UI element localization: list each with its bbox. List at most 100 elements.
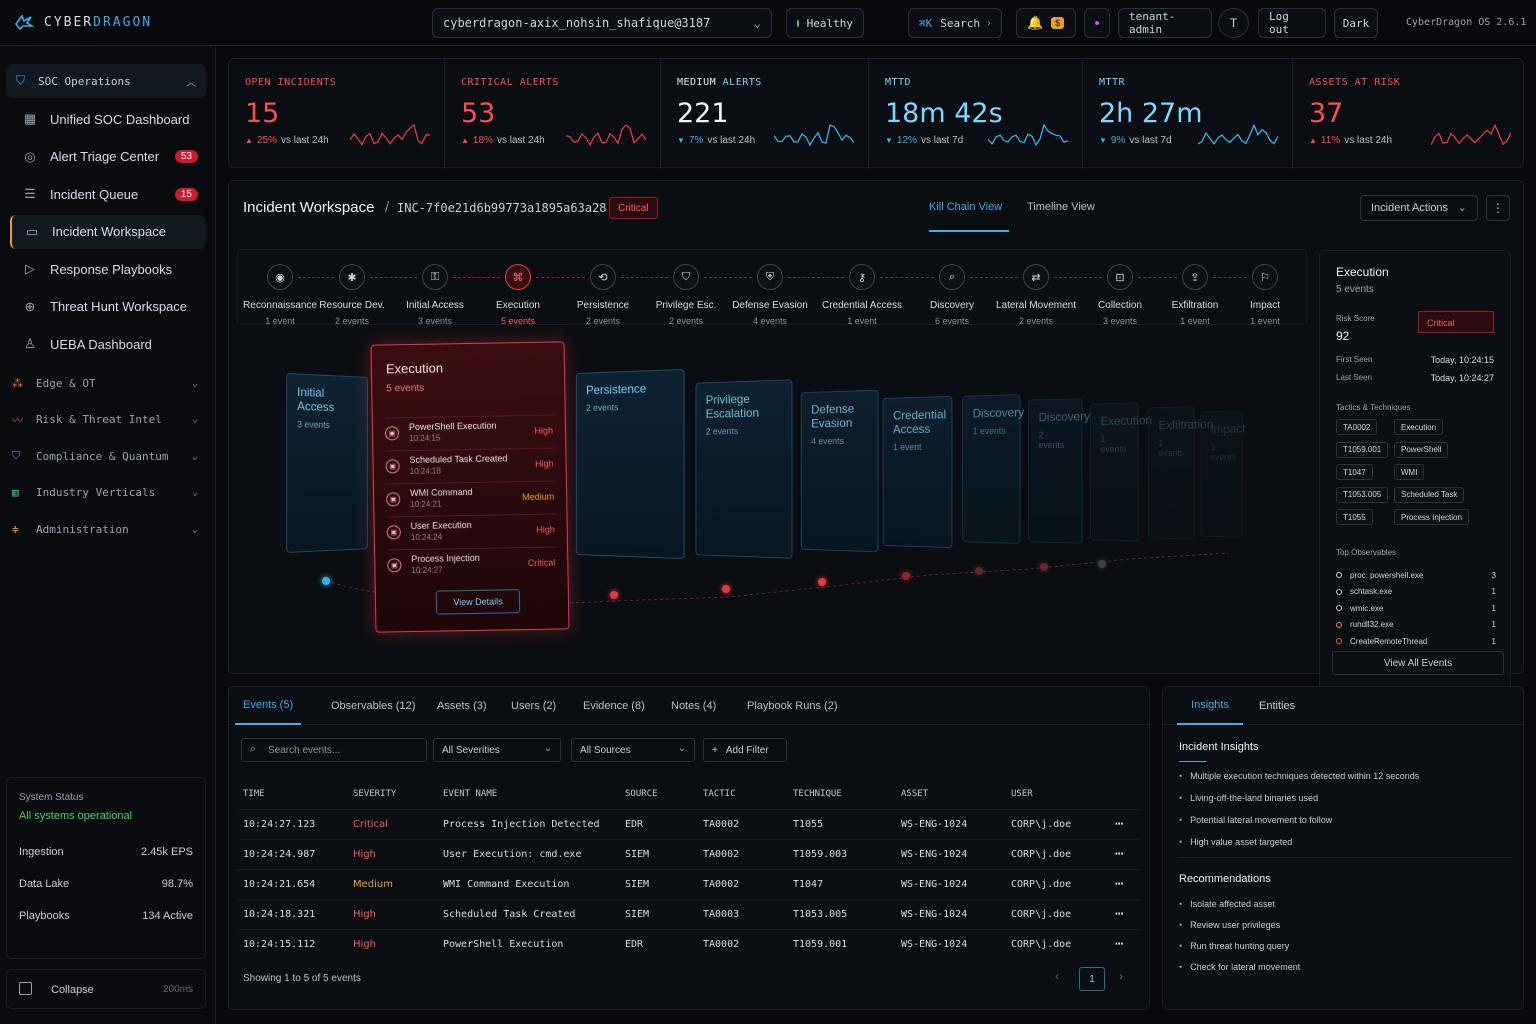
recommendation-item[interactable]: Review user privileges <box>1179 920 1280 930</box>
sidebar-item-response-playbooks[interactable]: ▷ Response Playbooks <box>10 252 206 286</box>
tab-events[interactable]: Events (5) <box>235 687 301 725</box>
column-header[interactable]: EVENT NAME <box>443 789 497 799</box>
sidebar-group-risk-threat-intel[interactable]: 〰 Risk & Threat Intel ⌄ <box>12 405 206 435</box>
chain-card-exfiltration[interactable]: Exfiltration 1 events <box>1148 406 1195 539</box>
stage-execution[interactable]: ⌘ Execution 5 events <box>476 264 560 326</box>
sidebar-item-threat-hunt-workspace[interactable]: ⊕ Threat Hunt Workspace <box>10 290 206 324</box>
theme-toggle[interactable]: Dark <box>1334 8 1378 38</box>
observable-row[interactable]: wmic.exe 1 <box>1336 600 1496 616</box>
collapse-button[interactable]: Collapse 200ms <box>6 969 206 1009</box>
chain-card-privilege-escalation[interactable]: Privilege Escalation 2 events <box>695 379 792 559</box>
severity-filter[interactable]: All Severities ⌄ <box>433 738 561 762</box>
column-header[interactable]: SOURCE <box>625 789 658 799</box>
section-soc-operations[interactable]: ⛉ SOC Operations ︿ <box>6 64 206 98</box>
stage-privilege-esc-[interactable]: ⛉ Privilege Esc. 2 events <box>644 264 728 326</box>
technique-chip[interactable]: T1047 <box>1336 464 1373 480</box>
column-header[interactable]: TIME <box>243 789 265 799</box>
tab-entities[interactable]: Entities <box>1259 687 1295 725</box>
kpi-card[interactable]: MTTR 2h 27m ▼ 9% vs last 7d <box>1083 59 1293 169</box>
dragon-logo-icon[interactable] <box>14 12 34 32</box>
table-row[interactable]: 10:24:21.654 Medium WMI Command Execution S… <box>237 869 1141 899</box>
search-events-input[interactable]: ⌕ Search events... <box>241 738 427 762</box>
tab-evidence[interactable]: Evidence (8) <box>583 687 645 725</box>
next-page-button[interactable]: › <box>1119 969 1123 983</box>
avatar[interactable]: T <box>1218 8 1249 38</box>
chain-card-discovery[interactable]: Discovery 2 events <box>1028 398 1082 544</box>
chain-card-persistence[interactable]: Persistence 2 events <box>576 369 685 559</box>
column-header[interactable]: SEVERITY <box>353 789 396 799</box>
chain-card-execution[interactable]: Execution 1 events <box>1090 402 1139 541</box>
view-all-events-button[interactable]: View All Events <box>1332 651 1504 675</box>
row-more-icon[interactable]: ⋯ <box>1115 846 1123 862</box>
technique-chip[interactable]: TA0002 <box>1336 419 1377 435</box>
kpi-card[interactable]: OPEN INCIDENTS 15 ▲ 25% vs last 24h <box>229 59 445 169</box>
tactic-chip[interactable]: Execution <box>1394 419 1443 435</box>
tab-playbook-runs[interactable]: Playbook Runs (2) <box>747 687 838 725</box>
tenant-selector[interactable]: cyberdragon-axix_nohsin_shafique@3187 ⌄ <box>432 8 772 38</box>
sidebar-group-administration[interactable]: ≑ Administration ⌄ <box>12 514 206 544</box>
stage-defense-evasion[interactable]: ⛨ Defense Evasion 4 events <box>728 264 812 326</box>
search-button[interactable]: ⌘K Search › <box>908 8 1002 38</box>
chain-card-discovery[interactable]: Discovery 1 events <box>962 394 1020 544</box>
sidebar-item-incident-queue[interactable]: ☰ Incident Queue 15 <box>10 177 206 211</box>
sidebar-group-industry-verticals[interactable]: ▥ Industry Verticals ⌄ <box>12 478 206 508</box>
view-details-button[interactable]: View Details <box>436 589 520 614</box>
execution-event-row[interactable]: ▣ Scheduled Task Created 10:24:18 High <box>385 448 555 481</box>
recommendation-item[interactable]: Isolate affected asset <box>1179 899 1275 909</box>
stage-impact[interactable]: ⚐ Impact 1 event <box>1223 264 1307 326</box>
row-more-icon[interactable]: ⋯ <box>1115 906 1123 922</box>
tactic-chip[interactable]: PowerShell <box>1394 442 1448 458</box>
table-row[interactable]: 10:24:18.321 High Scheduled Task Created SI… <box>237 899 1141 929</box>
chain-card-impact[interactable]: Impact 1 events <box>1200 410 1243 537</box>
execution-event-row[interactable]: ▣ PowerShell Execution 10:24:15 High <box>385 415 555 448</box>
technique-chip[interactable]: T1055 <box>1336 509 1373 525</box>
column-header[interactable]: USER <box>1011 789 1033 799</box>
sidebar-item-alert-triage-center[interactable]: ◎ Alert Triage Center 53 <box>10 140 206 174</box>
tab-timeline-view[interactable]: Timeline View <box>1027 201 1095 213</box>
observable-row[interactable]: CreateRemoteThread 1 <box>1336 633 1496 649</box>
observable-row[interactable]: rundll32.exe 1 <box>1336 617 1496 633</box>
tab-observables[interactable]: Observables (12) <box>331 687 415 725</box>
technique-chip[interactable]: T1059.001 <box>1336 442 1388 458</box>
stage-resource-dev-[interactable]: ✱ Resource Dev. 2 events <box>310 264 394 326</box>
execution-event-row[interactable]: ▣ WMI Command 10:24:21 Medium <box>386 480 556 513</box>
stage-initial-access[interactable]: ⚿ Initial Access 3 events <box>393 264 477 326</box>
technique-chip[interactable]: T1053.005 <box>1336 487 1388 503</box>
row-more-icon[interactable]: ⋯ <box>1115 936 1123 952</box>
source-filter[interactable]: All Sources ⌄ <box>571 738 695 762</box>
stage-collection[interactable]: ⊡ Collection 3 events <box>1078 264 1162 326</box>
execution-event-row[interactable]: ▣ Process Injection 10:24:27 Critical <box>387 546 557 579</box>
recommendation-item[interactable]: Check for lateral movement <box>1179 962 1300 972</box>
row-more-icon[interactable]: ⋯ <box>1115 876 1123 892</box>
chain-card-defense-evasion[interactable]: Defense Evasion 4 events <box>801 390 879 553</box>
kpi-card[interactable]: MEDIUM ALERTS 221 ▼ 7% vs last 24h <box>661 59 869 169</box>
tenant-role-button[interactable]: tenant-admin <box>1118 8 1212 38</box>
tab-users[interactable]: Users (2) <box>511 687 556 725</box>
chain-card-credential-access[interactable]: Credential Access 1 event <box>883 396 953 548</box>
kpi-card[interactable]: MTTD 18m 42s ▼ 12% vs last 7d <box>869 59 1083 169</box>
more-menu-icon[interactable]: ⋮ <box>1486 195 1510 221</box>
stage-discovery[interactable]: ⌕ Discovery 6 events <box>910 264 994 326</box>
recommendation-item[interactable]: Run threat hunting query <box>1179 941 1289 951</box>
add-filter-button[interactable]: + Add Filter <box>703 738 787 762</box>
tab-assets[interactable]: Assets (3) <box>437 687 487 725</box>
observable-row[interactable]: proc: powershell.exe 3 <box>1336 567 1496 583</box>
health-status[interactable]: Healthy <box>786 8 864 38</box>
tab-kill-chain-view[interactable]: Kill Chain View <box>929 201 1002 213</box>
sidebar-item-ueba-dashboard[interactable]: ♙ UEBA Dashboard <box>10 327 206 361</box>
stage-persistence[interactable]: ⟲ Persistence 2 events <box>561 264 645 326</box>
sidebar-item-incident-workspace[interactable]: ▭ Incident Workspace <box>10 215 206 249</box>
column-header[interactable]: TECHNIQUE <box>793 789 842 799</box>
page-1-button[interactable]: 1 <box>1079 967 1105 991</box>
kpi-card[interactable]: CRITICAL ALERTS 53 ▲ 18% vs last 24h <box>445 59 661 169</box>
column-header[interactable]: TACTIC <box>703 789 736 799</box>
notifications-group[interactable]: 🔔 $ <box>1016 8 1076 38</box>
table-row[interactable]: 10:24:15.112 High PowerShell Execution EDR T… <box>237 929 1141 959</box>
stage-credential-access[interactable]: ⚷ Credential Access 1 event <box>820 264 904 326</box>
stage-lateral-movement[interactable]: ⇄ Lateral Movement 2 events <box>994 264 1078 326</box>
tab-notes[interactable]: Notes (4) <box>671 687 716 725</box>
incident-actions-button[interactable]: Incident Actions ⌄ <box>1360 195 1478 221</box>
row-more-icon[interactable]: ⋯ <box>1115 816 1123 832</box>
kpi-card[interactable]: ASSETS AT RISK 37 ▲ 11% vs last 24h <box>1293 59 1525 169</box>
prev-page-button[interactable]: ‹ <box>1055 969 1059 983</box>
